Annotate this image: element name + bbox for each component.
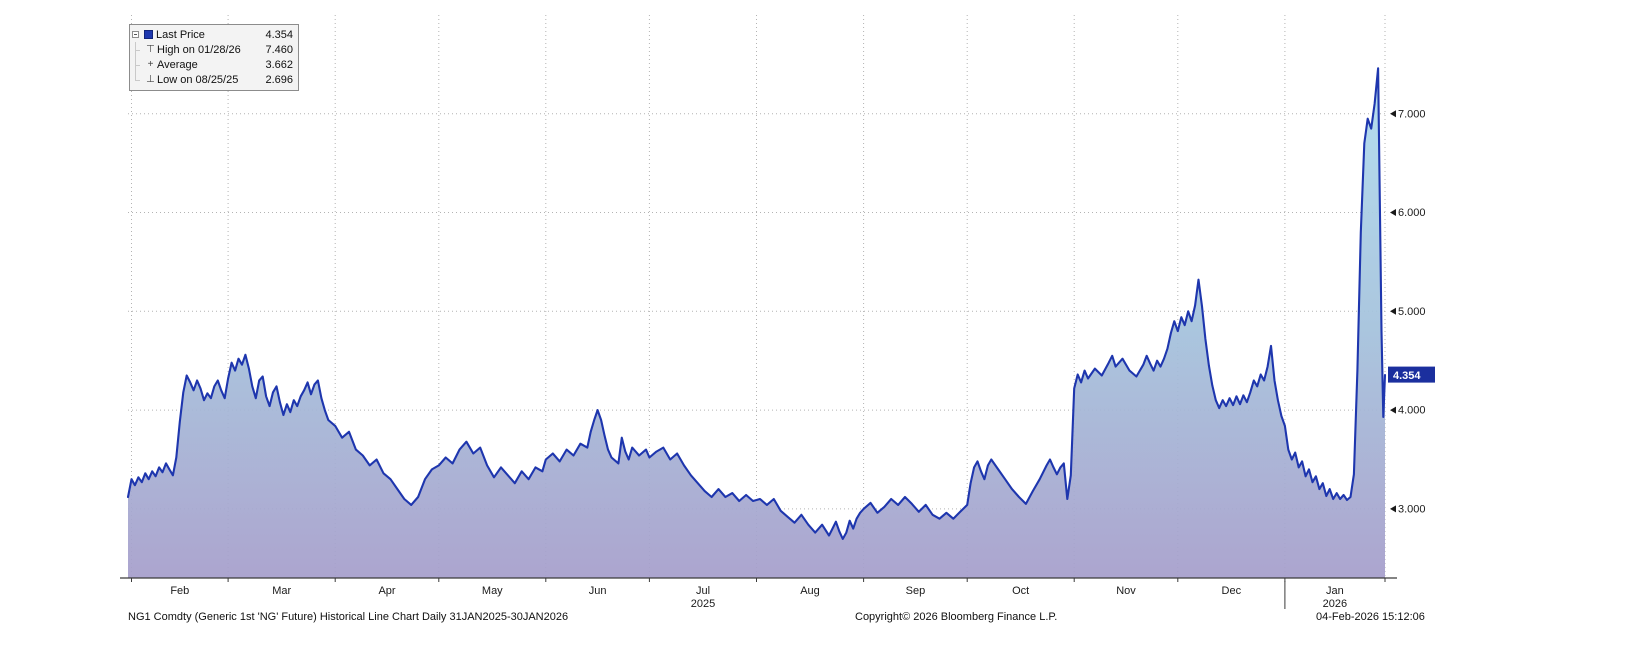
month-label[interactable]: Dec xyxy=(1222,585,1242,597)
year-label: 2026 xyxy=(1323,598,1347,610)
month-label[interactable]: Nov xyxy=(1116,585,1136,597)
y-tick-arrow-icon xyxy=(1390,406,1396,414)
month-label[interactable]: Aug xyxy=(800,585,820,597)
legend-row-average[interactable]: + Average 3.662 xyxy=(132,57,293,72)
timestamp-text: 04-Feb-2026 15:12:06 xyxy=(1316,611,1425,623)
legend-label-average: Average xyxy=(157,58,198,71)
month-label[interactable]: Jun xyxy=(589,585,607,597)
y-tick-label[interactable]: 7.000 xyxy=(1398,108,1426,120)
month-label[interactable]: Jan xyxy=(1326,585,1344,597)
y-tick-arrow-icon xyxy=(1390,209,1396,216)
high-marker-icon: ⊤ xyxy=(146,43,155,55)
legend-tree-connector xyxy=(132,72,144,87)
year-label: 2025 xyxy=(691,598,715,610)
month-label[interactable]: Mar xyxy=(272,585,291,597)
month-label[interactable]: Feb xyxy=(170,585,189,597)
month-label[interactable]: May xyxy=(482,585,503,597)
month-label[interactable]: Oct xyxy=(1012,585,1029,597)
month-label[interactable]: Sep xyxy=(906,585,926,597)
plot-area[interactable] xyxy=(128,15,1385,578)
y-tick-label[interactable]: 3.000 xyxy=(1398,503,1426,515)
month-label[interactable]: Jul xyxy=(696,585,710,597)
y-tick-arrow-icon xyxy=(1390,307,1396,315)
low-marker-icon: ⊥ xyxy=(146,73,155,85)
legend-value-high: 7.460 xyxy=(265,43,293,56)
y-tick-arrow-icon xyxy=(1390,505,1396,513)
legend-tree-connector xyxy=(132,57,144,72)
series-color-swatch-icon xyxy=(144,30,153,39)
series-area xyxy=(128,68,1385,579)
chart-description-text: NG1 Comdty (Generic 1st 'NG' Future) His… xyxy=(128,611,569,623)
y-tick-label[interactable]: 5.000 xyxy=(1398,306,1426,318)
legend-row-high[interactable]: ⊤ High on 01/28/26 7.460 xyxy=(132,42,293,57)
chart-footer: NG1 Comdty (Generic 1st 'NG' Future) His… xyxy=(0,611,1629,627)
y-tick-arrow-icon xyxy=(1390,110,1396,118)
last-price-badge xyxy=(1388,366,1435,383)
legend-label-high: High on 01/28/26 xyxy=(157,43,241,56)
y-tick-label[interactable]: 4.000 xyxy=(1398,405,1426,417)
last-price-text: 4.354 xyxy=(1393,370,1421,382)
month-label[interactable]: Apr xyxy=(378,585,395,597)
legend-label-low: Low on 08/25/25 xyxy=(157,73,239,86)
average-marker-icon: + xyxy=(147,58,154,70)
legend-row-low[interactable]: ⊥ Low on 08/25/25 2.696 xyxy=(132,72,293,87)
legend-row-last-price[interactable]: Last Price 4.354 xyxy=(132,27,293,42)
legend-value-average: 3.662 xyxy=(265,58,293,71)
legend-value-low: 2.696 xyxy=(265,73,293,86)
legend-tree-connector xyxy=(132,42,144,57)
legend-value-last-price: 4.354 xyxy=(265,28,293,41)
chart-legend[interactable]: Last Price 4.354 ⊤ High on 01/28/26 7.46… xyxy=(129,24,299,91)
legend-label-last-price: Last Price xyxy=(156,28,205,41)
copyright-text: Copyright© 2026 Bloomberg Finance L.P. xyxy=(855,611,1058,623)
y-tick-label[interactable]: 6.000 xyxy=(1398,207,1426,219)
legend-collapse-icon[interactable] xyxy=(132,31,144,38)
series-line xyxy=(126,67,1387,540)
